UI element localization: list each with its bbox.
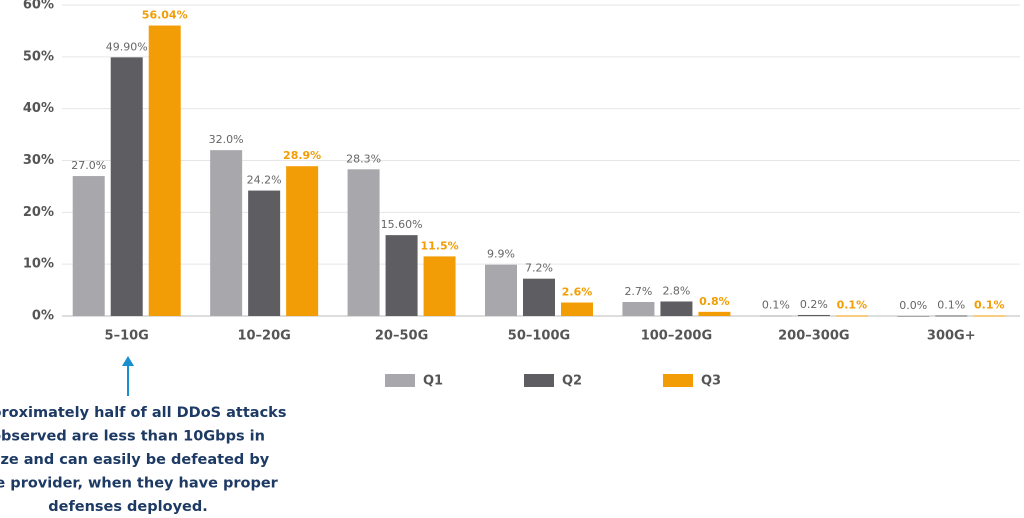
bar <box>347 169 380 316</box>
bar <box>561 302 593 316</box>
bar <box>622 302 655 316</box>
y-tick-label: 40% <box>23 101 54 116</box>
annotation-arrow-head <box>122 356 134 366</box>
annotation-text: observed are less than 10Gbps in <box>0 429 265 445</box>
y-tick-label: 60% <box>23 0 54 13</box>
bar <box>797 314 830 316</box>
value-label: 0.1% <box>762 298 790 311</box>
value-label: 9.9% <box>487 248 515 261</box>
value-label: 0.2% <box>800 298 828 311</box>
legend-label: Q3 <box>701 374 721 389</box>
value-label: 0.8% <box>699 295 730 308</box>
annotation-text: Approximately half of all DDoS attacks <box>0 405 286 421</box>
annotation-text: size and can easily be defeated by <box>0 452 270 468</box>
x-tick-label: 20–50G <box>375 329 428 344</box>
y-tick-label: 10% <box>23 257 54 272</box>
bar <box>385 235 418 316</box>
value-label: 2.8% <box>662 284 690 297</box>
value-label: 0.1% <box>974 298 1005 311</box>
value-label: 24.2% <box>247 174 282 187</box>
x-tick-label: 100–200G <box>641 329 712 344</box>
legend-label: Q2 <box>562 374 582 389</box>
bar <box>698 311 731 316</box>
annotation-text: defenses deployed. <box>48 499 208 515</box>
bar <box>897 316 930 317</box>
value-label: 0.1% <box>937 298 965 311</box>
value-label: 15.60% <box>381 218 423 231</box>
value-label: 49.90% <box>106 40 148 53</box>
y-tick-label: 30% <box>23 153 54 168</box>
bar <box>148 25 181 316</box>
bar <box>248 190 281 316</box>
bar <box>660 301 693 316</box>
value-label: 2.7% <box>624 285 652 298</box>
value-label: 11.5% <box>420 239 458 252</box>
annotation-text: the provider, when they have proper <box>0 476 279 492</box>
legend-swatch <box>385 374 415 387</box>
x-tick-label: 200–300G <box>778 329 849 344</box>
bar <box>759 315 792 317</box>
bar <box>485 264 517 316</box>
bar <box>286 166 319 316</box>
value-label: 28.3% <box>346 152 381 165</box>
value-label: 27.0% <box>71 159 106 172</box>
value-label: 2.6% <box>562 286 593 299</box>
y-tick-label: 20% <box>23 205 54 220</box>
legend-swatch <box>663 374 693 387</box>
bar <box>935 315 968 317</box>
value-label: 7.2% <box>525 262 553 275</box>
x-tick-label: 50–100G <box>508 329 570 344</box>
value-label: 32.0% <box>209 133 244 146</box>
y-tick-label: 50% <box>23 49 54 64</box>
legend-swatch <box>524 374 554 387</box>
y-tick-label: 0% <box>32 309 54 324</box>
value-label: 0.1% <box>837 298 868 311</box>
bar <box>110 57 143 317</box>
x-tick-label: 5–10G <box>105 329 149 344</box>
value-label: 28.9% <box>283 149 321 162</box>
bar <box>835 315 868 317</box>
bar <box>210 150 243 316</box>
bar <box>423 256 456 316</box>
bar <box>523 278 555 316</box>
x-tick-label: 10–20G <box>237 329 290 344</box>
bar <box>72 176 105 316</box>
bar <box>973 315 1006 317</box>
value-label: 56.04% <box>142 9 188 22</box>
x-tick-label: 300G+ <box>927 329 976 344</box>
legend-label: Q1 <box>423 374 443 389</box>
value-label: 0.0% <box>899 299 927 312</box>
